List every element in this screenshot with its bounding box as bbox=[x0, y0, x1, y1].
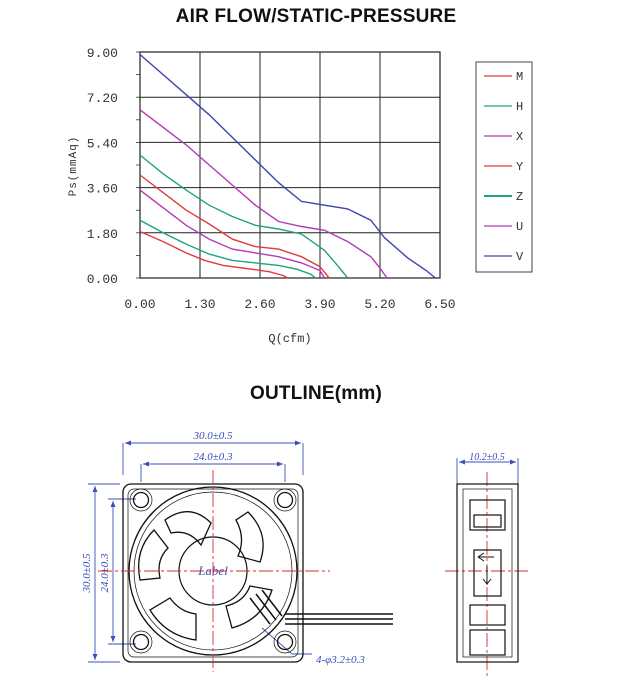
series-line-y bbox=[139, 174, 330, 279]
dim-thickness: 10.2±0.5 bbox=[469, 452, 505, 463]
y-tick-label: 3.60 bbox=[87, 182, 118, 197]
dim-width-outer: 30.0±0.5 bbox=[192, 430, 233, 442]
x-axis-label: Q(cfm) bbox=[268, 332, 311, 346]
legend-label-x: X bbox=[516, 130, 523, 144]
legend-box bbox=[475, 61, 533, 273]
y-tick-label: 7.20 bbox=[87, 91, 118, 106]
x-tick-label: 6.50 bbox=[424, 297, 455, 312]
fan-outline-drawing: 30.0±0.5 24.0±0.3 30.0±0.5 24.0±0.3 4-φ3… bbox=[81, 430, 530, 676]
y-tick-label: 1.80 bbox=[87, 227, 118, 242]
dim-height-outer: 30.0±0.5 bbox=[81, 553, 93, 594]
y-axis-label: Ps(mmAq) bbox=[68, 136, 80, 197]
y-tick-label: 5.40 bbox=[87, 136, 118, 151]
series-line-u bbox=[139, 109, 388, 279]
static-pressure-chart: 0.00 1.30 2.60 3.90 5.20 6.50 0.00 1.80 3.60 5.40… bbox=[68, 46, 533, 346]
legend-label-z: Z bbox=[516, 190, 523, 204]
dim-height-inner: 24.0±0.3 bbox=[99, 553, 111, 593]
series-line-v bbox=[139, 53, 436, 279]
series-line-x bbox=[139, 189, 326, 279]
legend-label-v: V bbox=[516, 250, 524, 264]
legend-label-y: Y bbox=[516, 160, 523, 174]
x-tick-label: 0.00 bbox=[124, 297, 155, 312]
fan-side-view bbox=[456, 483, 519, 663]
x-tick-label: 1.30 bbox=[184, 297, 215, 312]
fan-front-view bbox=[122, 483, 393, 663]
legend-label-u: U bbox=[516, 220, 523, 234]
series-line-z bbox=[139, 154, 349, 279]
outline-title: OUTLINE(mm) bbox=[249, 383, 383, 404]
series-line-m bbox=[139, 230, 289, 279]
chart-title: AIR FLOW/STATIC-PRESSURE bbox=[175, 6, 457, 27]
x-tick-label: 2.60 bbox=[244, 297, 275, 312]
x-tick-label: 5.20 bbox=[364, 297, 395, 312]
series-line-h bbox=[139, 219, 316, 279]
y-tick-label: 0.00 bbox=[87, 272, 118, 287]
legend-label-h: H bbox=[516, 100, 523, 114]
y-tick-label: 9.00 bbox=[87, 46, 118, 61]
x-tick-label: 3.90 bbox=[304, 297, 335, 312]
legend-label-m: M bbox=[516, 70, 523, 84]
dim-width-inner: 24.0±0.3 bbox=[193, 451, 233, 463]
dim-hole: 4-φ3.2±0.3 bbox=[316, 654, 365, 666]
